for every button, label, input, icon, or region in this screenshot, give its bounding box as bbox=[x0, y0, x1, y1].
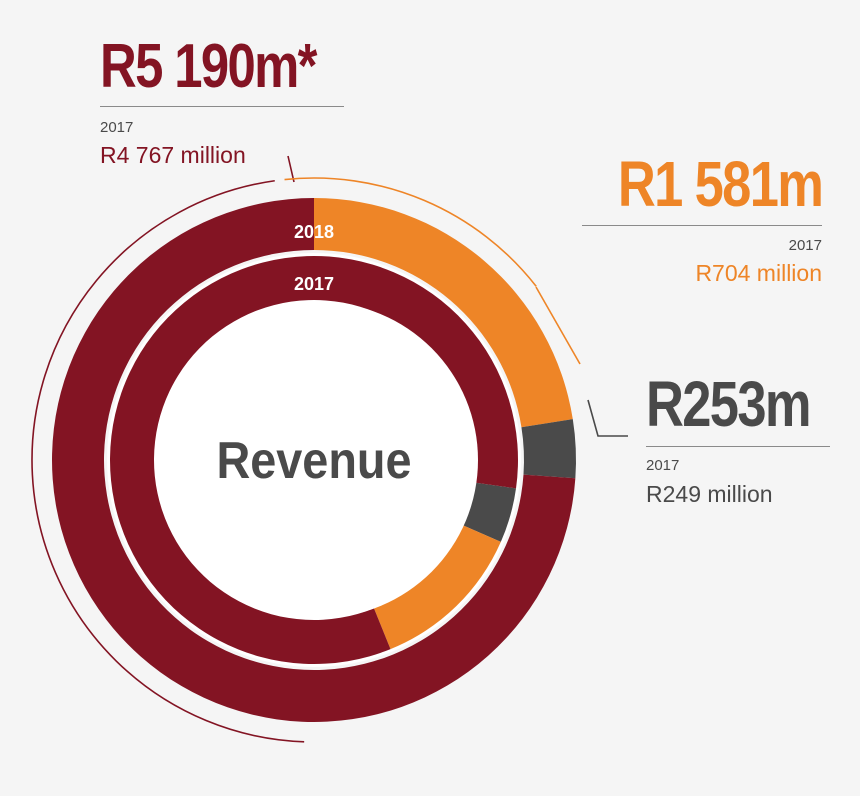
callout-orange-value-2017: R704 million bbox=[695, 260, 822, 286]
callout-orange-value-2018: R1 581m bbox=[617, 148, 824, 220]
callout-orange-divider bbox=[582, 225, 822, 226]
callout-grey-value-2017: R249 million bbox=[646, 481, 773, 507]
callout-grey-value-2018: R253m bbox=[646, 368, 812, 440]
callout-maroon-value-2017: R4 767 million bbox=[100, 142, 246, 168]
inner-2017-segment-orange bbox=[373, 524, 501, 650]
ring-2018 bbox=[52, 198, 576, 722]
callout-grey-year: 2017 bbox=[646, 457, 680, 474]
leader-arc-maroon bbox=[31, 179, 305, 743]
outer-2018-segment-grey bbox=[521, 419, 576, 479]
callout-maroon-year: 2017 bbox=[100, 119, 134, 136]
ring-2017 bbox=[110, 256, 518, 664]
leader-arc-orange bbox=[284, 177, 537, 287]
donut-center-hole bbox=[162, 302, 478, 618]
center-label: Revenue bbox=[216, 432, 411, 490]
leader-hook-grey bbox=[587, 399, 628, 437]
inner-2017-segment-grey bbox=[460, 482, 517, 542]
ring-label-2017: 2017 bbox=[294, 274, 334, 294]
callout-grey-divider bbox=[646, 446, 830, 447]
callout-maroon-divider bbox=[100, 106, 344, 107]
callout-leader-lines bbox=[31, 155, 628, 743]
ring-label-2018: 2018 bbox=[294, 222, 334, 242]
callout-maroon-value-2018: R5 190m* bbox=[100, 32, 317, 101]
leader-hook-maroon bbox=[287, 155, 295, 183]
callout-orange-year: 2017 bbox=[788, 237, 822, 254]
leader-hook-orange bbox=[535, 286, 581, 365]
outer-2018-segment-orange bbox=[314, 198, 573, 428]
